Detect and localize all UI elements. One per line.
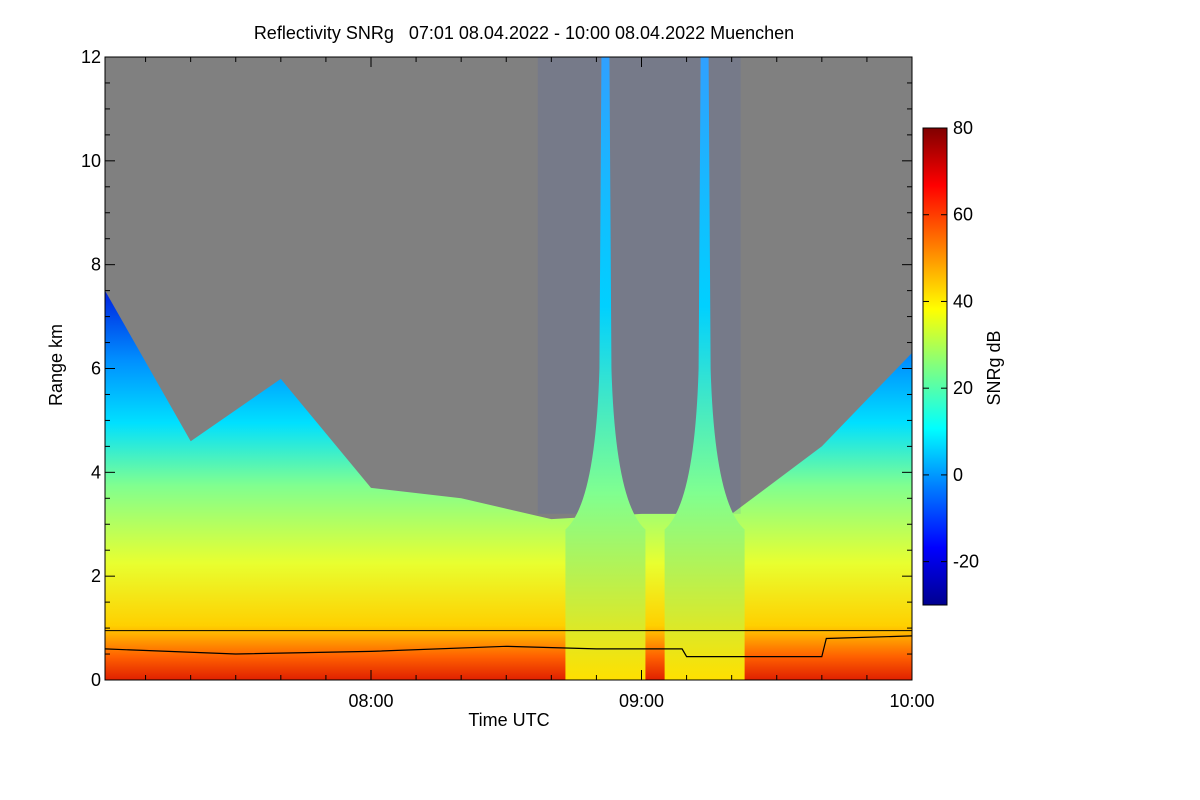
colorbar-ticks: -20 0 20 40 60 80: [923, 118, 979, 572]
y-tick-label: 0: [91, 670, 101, 690]
x-tick-label: 10:00: [889, 691, 934, 711]
y-tick-label: 12: [81, 47, 101, 67]
y-tick-label: 6: [91, 359, 101, 379]
colorbar-tick-label: 20: [953, 378, 973, 398]
x-axis: 08:00 09:00 10:00: [145, 57, 935, 711]
x-axis-label: Time UTC: [468, 710, 549, 730]
plot-area: [105, 57, 912, 680]
plume-1: [565, 57, 646, 680]
chart-title: Reflectivity SNRg 07:01 08.04.2022 - 10:…: [254, 23, 794, 43]
y-axis-label: Range km: [46, 324, 66, 406]
x-tick-label: 08:00: [348, 691, 393, 711]
y-tick-label: 4: [91, 462, 101, 482]
plume-2: [664, 57, 745, 680]
y-axis: 0 2 4 6 8 10 12: [81, 47, 912, 690]
boundary-layer-line: [105, 635, 912, 658]
colorbar-tick-label: 80: [953, 118, 973, 138]
x-tick-label: 09:00: [619, 691, 664, 711]
colorbar-tick-label: 0: [953, 465, 963, 485]
y-tick-label: 2: [91, 566, 101, 586]
colorbar-tick-label: 40: [953, 291, 973, 311]
vertical-plumes: [565, 57, 745, 680]
colorbar-tick-label: -20: [953, 552, 979, 572]
y-tick-label: 10: [81, 151, 101, 171]
colorbar-tick-label: 60: [953, 205, 973, 225]
colorbar-label: SNRg dB: [984, 330, 1004, 405]
y-tick-label: 8: [91, 255, 101, 275]
colorbar: [922, 127, 948, 606]
colorbar-gradient: [922, 127, 948, 606]
